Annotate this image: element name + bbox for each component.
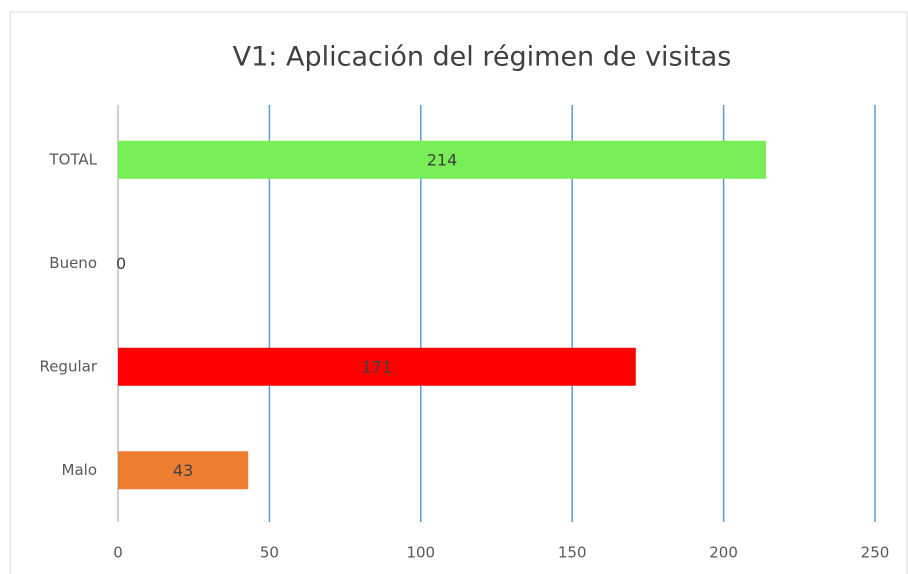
x-tick-label: 100	[406, 544, 435, 562]
x-tick-label: 150	[558, 544, 587, 562]
chart-title: V1: Aplicación del régimen de visitas	[233, 42, 732, 73]
x-tick-label: 0	[113, 544, 123, 562]
y-tick-label: Regular	[39, 357, 97, 375]
bar	[118, 140, 766, 179]
x-tick-label: 200	[709, 544, 738, 562]
x-tick-label: 250	[861, 544, 890, 562]
bar	[118, 451, 249, 490]
x-tick-label: 50	[260, 544, 279, 562]
bar	[118, 347, 636, 386]
data-label: 171	[362, 357, 393, 376]
y-tick-label: TOTAL	[48, 150, 97, 168]
data-label: 43	[173, 461, 193, 480]
y-tick-label: Bueno	[49, 254, 97, 272]
chart-frame	[9, 11, 908, 574]
data-label: 214	[427, 150, 458, 169]
data-label: 0	[116, 254, 126, 273]
y-tick-label: Malo	[62, 461, 97, 479]
